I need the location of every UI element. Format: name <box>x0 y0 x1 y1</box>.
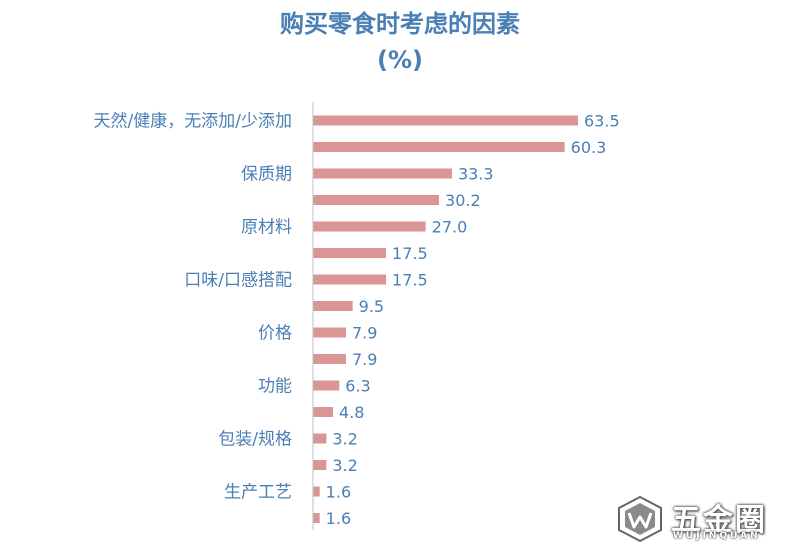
bar-6 <box>313 274 387 285</box>
value-label-7: 9.5 <box>359 297 384 316</box>
value-label-3: 30.2 <box>445 191 481 210</box>
value-label-6: 17.5 <box>392 271 428 290</box>
chart-title-line-2: (%) <box>377 46 423 74</box>
value-label-2: 33.3 <box>458 165 494 184</box>
value-label-9: 7.9 <box>352 350 377 369</box>
watermark-brand: 五金圈 <box>671 503 767 538</box>
value-label-13: 3.2 <box>332 456 357 475</box>
category-label-4: 原材料 <box>241 218 292 238</box>
chart-title-line-1: 购买零食时考虑的因素 <box>280 10 520 38</box>
value-label-11: 4.8 <box>339 403 364 422</box>
bar-3 <box>313 195 440 205</box>
category-label-8: 价格 <box>258 324 292 344</box>
category-label-14: 生产工艺 <box>224 483 292 503</box>
bar-1 <box>313 142 565 152</box>
bar-9 <box>313 354 346 364</box>
bar-10 <box>313 380 340 391</box>
value-label-4: 27.0 <box>432 218 468 237</box>
category-label-10: 功能 <box>258 377 292 397</box>
value-label-10: 6.3 <box>345 377 370 396</box>
watermark: 五金圈 WUJINQUAN <box>611 493 786 545</box>
category-label-0: 天然/健康，无添加/少添加 <box>94 112 292 132</box>
value-label-5: 17.5 <box>392 244 428 263</box>
bar-13 <box>313 460 327 470</box>
value-label-15: 1.6 <box>326 509 351 528</box>
category-label-2: 保质期 <box>241 165 292 185</box>
value-label-0: 63.5 <box>584 112 620 131</box>
category-label-6: 口味/口感搭配 <box>184 271 292 291</box>
value-label-12: 3.2 <box>332 430 357 449</box>
bar-5 <box>313 248 387 258</box>
bar-12 <box>313 433 327 444</box>
bar-4 <box>313 221 426 232</box>
bar-2 <box>313 168 452 179</box>
bar-15 <box>313 513 320 523</box>
value-label-8: 7.9 <box>352 324 377 343</box>
bar-0 <box>313 115 578 126</box>
chart-title: 购买零食时考虑的因素 (%) <box>0 6 800 78</box>
bar-8 <box>313 327 346 338</box>
bar-11 <box>313 407 334 417</box>
value-label-14: 1.6 <box>326 483 351 502</box>
watermark-subtitle: WUJINQUAN <box>673 531 761 541</box>
bar-7 <box>313 301 353 311</box>
bars-group: 63.5 天然/健康，无添加/少添加 60.3 33.3 保质期 30.2 27.0 原材料 1… <box>94 112 620 529</box>
value-label-1: 60.3 <box>571 138 607 157</box>
wujinquan-logo-icon <box>618 495 662 543</box>
bar-14 <box>313 486 320 497</box>
category-label-12: 包装/规格 <box>218 430 292 450</box>
